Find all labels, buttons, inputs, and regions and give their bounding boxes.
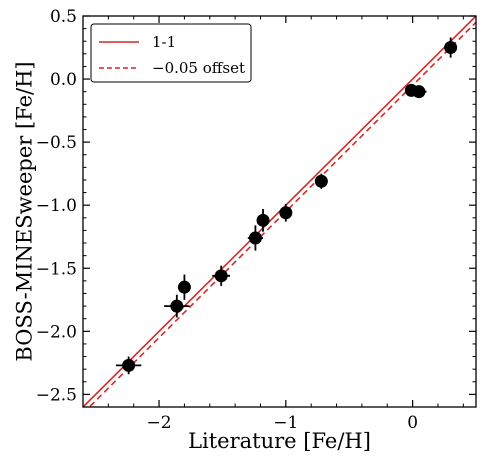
data-point-10	[411, 85, 427, 99]
point-marker	[177, 280, 191, 294]
x-tick-label: 0	[407, 413, 418, 433]
data-point-5	[247, 225, 264, 251]
legend: 1-1 −0.05 offset	[90, 23, 252, 83]
data-points	[115, 37, 458, 375]
data-point-3	[177, 274, 191, 300]
axis-ticks: −2 −1 0 0.5 0.0 −0.5 −1.0 −1.5 −2.0 −2.5	[36, 7, 476, 433]
y-tick-label: −1.5	[36, 259, 77, 279]
data-point-11	[444, 37, 458, 58]
data-point-8	[314, 173, 328, 189]
data-point-2	[164, 294, 190, 318]
data-point-1	[115, 356, 142, 375]
y-tick-label: −2.5	[36, 385, 77, 405]
point-marker	[279, 206, 293, 220]
y-tick-label: −0.5	[36, 133, 77, 153]
x-tick-label: −1	[273, 413, 298, 433]
x-axis-label: Literature [Fe/H]	[188, 429, 371, 453]
point-marker	[214, 269, 228, 283]
legend-entry-offset: −0.05 offset	[152, 59, 245, 77]
data-point-6	[256, 208, 270, 232]
y-tick-label: −2.0	[36, 322, 77, 342]
point-marker	[256, 213, 270, 227]
y-tick-label: −1.0	[36, 196, 77, 216]
point-marker	[248, 231, 262, 245]
point-marker	[314, 174, 328, 188]
point-marker	[122, 358, 136, 372]
x-tick-label: −2	[147, 413, 172, 433]
point-marker	[170, 299, 184, 313]
point-marker	[444, 41, 458, 55]
data-point-7	[279, 203, 293, 222]
data-point-4	[212, 265, 231, 286]
y-tick-label: 0.0	[50, 70, 77, 90]
y-axis-label: BOSS-MINESweeper [Fe/H]	[12, 61, 36, 361]
plot-frame	[82, 15, 477, 408]
legend-entry-1-1: 1-1	[152, 33, 176, 51]
y-tick-label: 0.5	[50, 7, 77, 27]
point-marker	[412, 85, 426, 99]
